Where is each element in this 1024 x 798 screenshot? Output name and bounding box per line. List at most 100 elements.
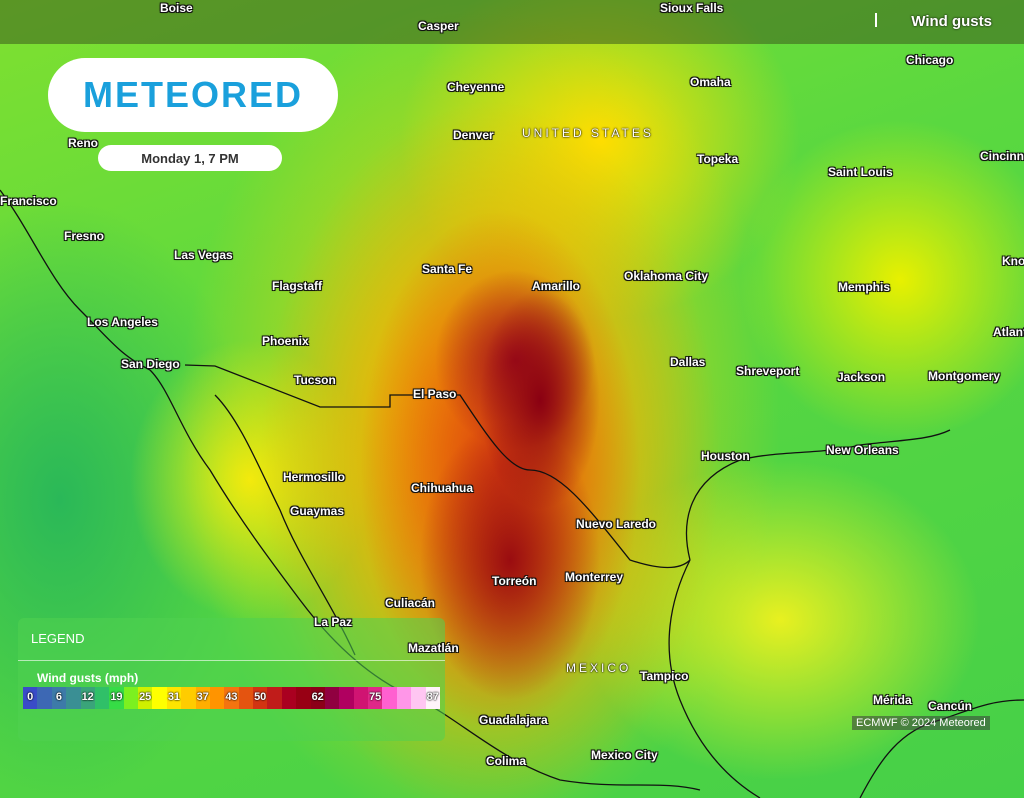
scale-cell — [238, 687, 253, 709]
city-label: Francisco — [0, 194, 57, 208]
city-label: Montgomery — [928, 369, 1000, 383]
scale-cell — [339, 687, 354, 709]
city-label: Santa Fe — [422, 262, 473, 276]
legend-subtitle: Wind gusts (mph) — [37, 671, 139, 685]
city-label: Mazatlán — [408, 641, 459, 655]
city-label: La Paz — [314, 615, 353, 629]
legend-divider — [18, 660, 445, 661]
city-label: Las Vegas — [174, 248, 233, 262]
scale-cell — [152, 687, 167, 709]
scale-cell — [267, 687, 282, 709]
city-label: Flagstaff — [272, 279, 323, 293]
scale-label: 37 — [196, 691, 209, 703]
scale-cell — [296, 687, 311, 709]
scale-cell — [37, 687, 52, 709]
city-label: Tucson — [294, 373, 336, 387]
forecast-time[interactable]: Monday 1, 7 PM — [98, 145, 282, 171]
city-label: Saint Louis — [828, 165, 893, 179]
city-label: Shreveport — [736, 364, 800, 378]
scale-cell — [123, 687, 138, 709]
city-label: Colima — [486, 754, 527, 768]
city-label: Sioux Falls — [660, 1, 724, 15]
city-label: Dallas — [670, 355, 706, 369]
scale-label: 87 — [426, 691, 439, 703]
scale-cell: 12 — [80, 687, 95, 709]
city-label: Amarillo — [532, 279, 581, 293]
scale-cell: 19 — [109, 687, 124, 709]
scale-cell — [94, 687, 110, 709]
scale-label: 19 — [110, 691, 123, 703]
country-label: UNITED STATES — [522, 126, 654, 140]
scale-label: 75 — [369, 691, 382, 703]
scale-label: 50 — [254, 691, 267, 703]
logo-text: METEORED — [82, 74, 303, 115]
scale-cell — [411, 687, 426, 709]
legend-title[interactable]: LEGEND — [31, 631, 85, 646]
scale-cell — [324, 687, 340, 709]
scale-cell: 50 — [253, 687, 268, 709]
city-label: Chicago — [906, 53, 954, 67]
city-label: Cancún — [928, 699, 973, 713]
scale-cell: 37 — [195, 687, 210, 709]
scale-cell: 25 — [138, 687, 153, 709]
layer-selector[interactable]: Wind gusts — [911, 13, 992, 30]
city-label: Boise — [160, 1, 193, 15]
city-label: Knoxville — [1002, 254, 1024, 268]
city-label: Guadalajara — [479, 713, 548, 727]
scale-cell — [382, 687, 397, 709]
scale-cell — [66, 687, 81, 709]
city-label: Fresno — [64, 229, 105, 243]
city-label: Atlanta — [993, 325, 1024, 339]
scale-cell: 43 — [224, 687, 239, 709]
city-label: Tampico — [640, 669, 689, 683]
city-label: Mérida — [873, 693, 912, 707]
city-label: Oklahoma City — [624, 269, 709, 283]
city-label: Culiacán — [385, 596, 436, 610]
scale-cell — [353, 687, 368, 709]
city-label: Memphis — [838, 280, 891, 294]
city-label: Cincinnati — [980, 149, 1024, 163]
meteored-logo[interactable]: METEORED — [48, 58, 338, 132]
scale-label: 25 — [139, 691, 152, 703]
city-label: Los Angeles — [87, 315, 158, 329]
city-label: Houston — [701, 449, 750, 463]
color-scale: 0 6 12 19 25 31 37 43 50 62 75 87 — [23, 687, 440, 709]
city-label: Nuevo Laredo — [576, 517, 657, 531]
scale-label: 62 — [311, 691, 324, 703]
top-bar — [0, 0, 1024, 44]
city-label: Cheyenne — [447, 80, 505, 94]
city-label: Topeka — [697, 152, 739, 166]
layers-icon[interactable] — [875, 13, 883, 27]
city-label: Phoenix — [262, 334, 309, 348]
scale-cell: 75 — [368, 687, 383, 709]
attribution: ECMWF © 2024 Meteored — [852, 716, 990, 730]
scale-label: 31 — [167, 691, 181, 703]
city-label: Guaymas — [290, 504, 345, 518]
scale-cell — [281, 687, 297, 709]
scale-cell: 87 — [425, 687, 440, 709]
city-label: Monterrey — [565, 570, 624, 584]
scale-cell — [181, 687, 196, 709]
city-label: Chihuahua — [411, 481, 473, 495]
city-label: Jackson — [837, 370, 886, 384]
city-label: Omaha — [690, 75, 731, 89]
city-label: Hermosillo — [283, 470, 346, 484]
scale-cell: 0 — [23, 687, 38, 709]
city-label: Mexico City — [591, 748, 658, 762]
scale-cell: 6 — [51, 687, 67, 709]
city-label: Reno — [68, 136, 98, 150]
scale-label: 43 — [225, 691, 238, 703]
legend-panel: LEGEND Wind gusts (mph) 0 6 12 19 25 31 37 43 50… — [18, 618, 445, 741]
city-label: New Orleans — [826, 443, 899, 457]
scale-label: 0 — [27, 691, 34, 703]
city-label: Casper — [418, 19, 459, 33]
scale-cell — [396, 687, 412, 709]
city-label: San Diego — [121, 357, 180, 371]
city-label: Torreón — [492, 574, 537, 588]
scale-label: 6 — [55, 691, 62, 703]
city-label: El Paso — [413, 387, 457, 401]
city-label: Denver — [453, 128, 494, 142]
scale-cell: 31 — [166, 687, 182, 709]
country-label: MEXICO — [566, 661, 632, 675]
scale-cell: 62 — [310, 687, 325, 709]
